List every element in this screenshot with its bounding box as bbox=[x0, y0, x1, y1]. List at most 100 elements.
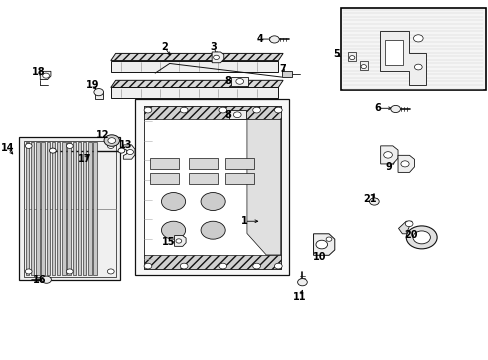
Circle shape bbox=[144, 107, 151, 113]
Bar bbox=[46, 142, 50, 275]
Polygon shape bbox=[111, 53, 283, 60]
Bar bbox=[36, 142, 40, 275]
Polygon shape bbox=[111, 80, 283, 87]
Bar bbox=[31, 142, 34, 275]
Text: 6: 6 bbox=[374, 103, 381, 113]
Circle shape bbox=[201, 221, 225, 239]
Circle shape bbox=[405, 221, 412, 226]
Text: 7: 7 bbox=[279, 64, 285, 74]
Polygon shape bbox=[174, 235, 186, 246]
Bar bbox=[143, 255, 280, 269]
Polygon shape bbox=[313, 234, 334, 255]
Text: 5: 5 bbox=[333, 49, 339, 59]
Text: 18: 18 bbox=[32, 67, 45, 77]
Bar bbox=[95, 92, 102, 99]
Text: 3: 3 bbox=[210, 42, 217, 52]
Text: 19: 19 bbox=[85, 80, 99, 90]
Bar bbox=[19, 137, 120, 280]
Circle shape bbox=[349, 56, 354, 60]
Bar bbox=[143, 106, 280, 120]
Bar bbox=[384, 40, 402, 65]
Circle shape bbox=[213, 55, 219, 59]
Text: 15: 15 bbox=[162, 237, 175, 247]
Bar bbox=[188, 173, 218, 184]
Circle shape bbox=[104, 135, 119, 146]
Text: 12: 12 bbox=[96, 130, 110, 140]
Text: 11: 11 bbox=[293, 292, 306, 302]
Circle shape bbox=[161, 221, 185, 239]
Circle shape bbox=[180, 263, 188, 269]
Bar bbox=[41, 142, 45, 275]
Circle shape bbox=[413, 35, 422, 42]
Circle shape bbox=[66, 143, 73, 148]
Text: 8: 8 bbox=[224, 76, 231, 86]
Polygon shape bbox=[123, 145, 135, 159]
Bar bbox=[225, 173, 254, 184]
Circle shape bbox=[325, 237, 331, 241]
Bar bbox=[26, 142, 29, 275]
Circle shape bbox=[414, 64, 421, 70]
Circle shape bbox=[176, 239, 182, 243]
Circle shape bbox=[274, 107, 282, 113]
Text: 14: 14 bbox=[1, 143, 15, 153]
Circle shape bbox=[383, 152, 391, 158]
Circle shape bbox=[107, 269, 114, 274]
Bar bbox=[225, 158, 254, 169]
Bar bbox=[230, 77, 248, 86]
Circle shape bbox=[235, 78, 243, 84]
Text: 4: 4 bbox=[256, 34, 263, 44]
Polygon shape bbox=[212, 52, 224, 63]
Circle shape bbox=[274, 263, 282, 269]
Circle shape bbox=[219, 107, 226, 113]
Circle shape bbox=[161, 193, 185, 211]
Bar bbox=[281, 71, 292, 77]
Circle shape bbox=[126, 149, 133, 154]
Circle shape bbox=[219, 263, 226, 269]
Circle shape bbox=[25, 269, 32, 274]
Circle shape bbox=[412, 231, 429, 244]
Circle shape bbox=[180, 107, 188, 113]
Circle shape bbox=[144, 263, 151, 269]
Bar bbox=[188, 158, 218, 169]
Bar bbox=[150, 158, 179, 169]
Polygon shape bbox=[40, 71, 51, 80]
Text: 13: 13 bbox=[118, 140, 132, 150]
Circle shape bbox=[269, 36, 279, 43]
Text: 16: 16 bbox=[33, 275, 46, 285]
Circle shape bbox=[400, 161, 408, 167]
Polygon shape bbox=[379, 31, 425, 85]
Bar bbox=[135, 99, 289, 275]
Text: 10: 10 bbox=[312, 252, 325, 262]
Circle shape bbox=[107, 143, 114, 148]
Bar bbox=[73, 142, 76, 275]
Circle shape bbox=[25, 143, 32, 148]
Circle shape bbox=[297, 279, 306, 286]
Circle shape bbox=[233, 112, 241, 118]
Text: 8: 8 bbox=[224, 110, 231, 120]
Bar bbox=[228, 110, 245, 120]
Bar bbox=[62, 142, 65, 275]
Text: 9: 9 bbox=[385, 162, 392, 172]
Bar bbox=[67, 142, 71, 275]
Polygon shape bbox=[111, 87, 278, 98]
Circle shape bbox=[369, 198, 378, 205]
Text: 2: 2 bbox=[161, 42, 168, 52]
Bar bbox=[347, 52, 355, 61]
Text: 1: 1 bbox=[241, 216, 247, 226]
Circle shape bbox=[118, 148, 124, 153]
Polygon shape bbox=[380, 146, 397, 164]
Text: 20: 20 bbox=[404, 230, 417, 239]
Polygon shape bbox=[246, 120, 280, 255]
Circle shape bbox=[315, 240, 327, 249]
Circle shape bbox=[49, 148, 56, 153]
Bar bbox=[24, 140, 115, 277]
Circle shape bbox=[252, 263, 260, 269]
Circle shape bbox=[406, 226, 436, 249]
Bar bbox=[359, 61, 367, 70]
Bar bbox=[340, 8, 485, 90]
Circle shape bbox=[201, 193, 225, 211]
Circle shape bbox=[41, 276, 51, 283]
Bar bbox=[88, 142, 92, 275]
Circle shape bbox=[42, 73, 49, 78]
Polygon shape bbox=[397, 155, 414, 172]
